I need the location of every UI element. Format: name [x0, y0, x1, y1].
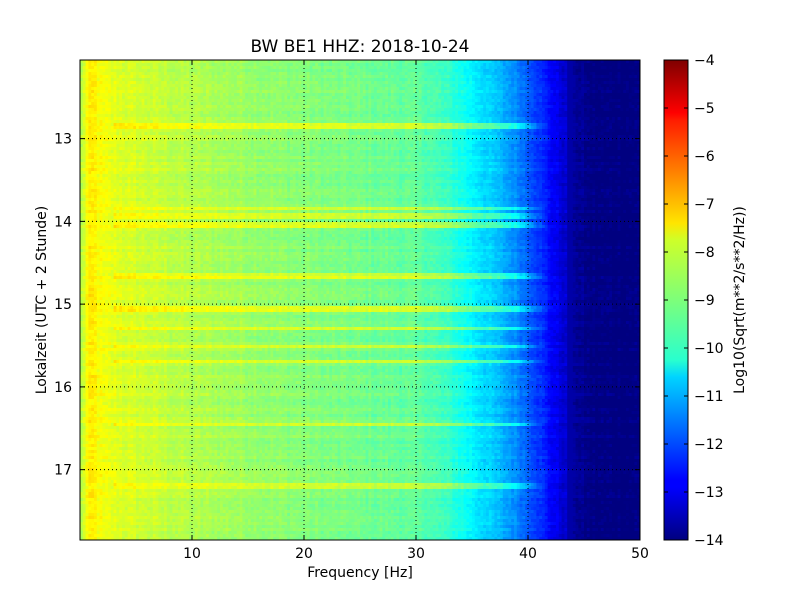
spectrogram-heatmap [80, 60, 641, 541]
chart-title: BW BE1 HHZ: 2018-10-24 [250, 37, 469, 57]
